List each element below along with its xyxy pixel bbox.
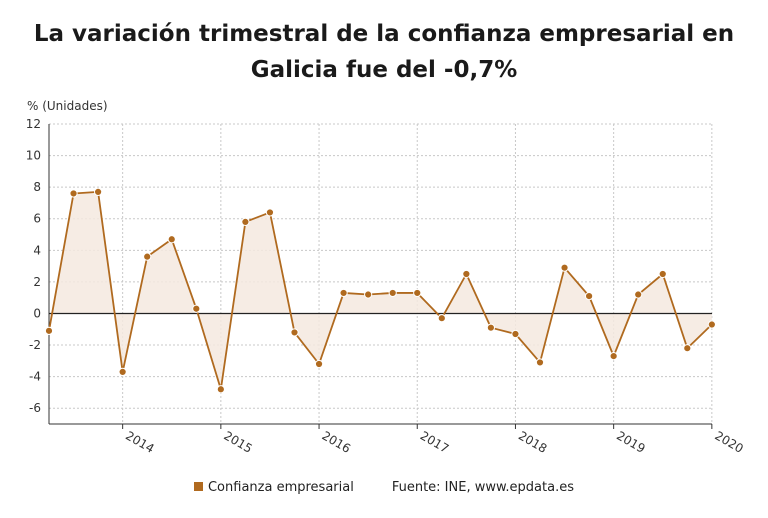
- data-point: [143, 252, 152, 261]
- y-tick-label: -6: [29, 401, 41, 415]
- data-point: [486, 323, 495, 332]
- footer: Confianza empresarial Fuente: INE, www.ep…: [0, 480, 768, 495]
- data-point: [437, 314, 446, 323]
- data-point: [634, 290, 643, 299]
- y-tick-label: 0: [33, 306, 41, 320]
- y-tick-label: 2: [33, 275, 41, 289]
- y-tick-label: 4: [33, 243, 41, 257]
- y-tick-labels: -6 -4 -2 0 2 4 6 8 10 12: [26, 117, 41, 415]
- x-tick-label: 2020: [712, 428, 745, 455]
- data-point: [192, 304, 201, 313]
- y-tick-label: 10: [26, 149, 41, 163]
- y-axis-unit-label: % (Unidades): [27, 99, 108, 113]
- data-point: [69, 189, 78, 198]
- series-line-layer: [48, 190, 713, 391]
- data-point: [535, 358, 545, 367]
- data-point: [216, 385, 225, 394]
- data-point: [290, 328, 299, 337]
- data-point: [609, 352, 618, 361]
- data-point: [364, 290, 373, 299]
- data-point: [413, 288, 422, 298]
- y-tick-label: -2: [29, 338, 41, 352]
- data-point: [462, 269, 471, 279]
- x-tick-label: 2016: [320, 428, 353, 455]
- legend-swatch: [193, 482, 203, 491]
- x-tick-label: 2017: [418, 428, 451, 455]
- chart-title-line-2: Galicia fue del -0,7%: [250, 57, 518, 83]
- x-tick-label: 2019: [614, 428, 647, 455]
- data-point: [241, 217, 250, 226]
- data-point: [118, 367, 127, 376]
- data-point: [683, 344, 692, 353]
- data-point: [265, 208, 275, 217]
- series-points-layer: [44, 187, 716, 394]
- chart-title: La variación trimestral de la confianza …: [0, 16, 768, 88]
- data-point: [560, 263, 569, 272]
- data-point: [388, 288, 397, 298]
- data-point: [314, 359, 324, 369]
- y-tick-label: 6: [33, 212, 41, 226]
- series-line: [48, 190, 713, 391]
- data-point: [339, 288, 348, 298]
- x-tick-labels: 2014 2015 2016 2017 2018 2019 2020: [123, 428, 746, 455]
- area-fill-layer: [49, 191, 712, 390]
- data-point: [167, 235, 176, 244]
- legend-label: Confianza empresarial: [207, 480, 354, 495]
- data-point: [44, 326, 54, 335]
- data-point: [511, 329, 520, 339]
- series-area-fill: [49, 191, 712, 390]
- y-tick-label: 12: [26, 117, 41, 131]
- axes: [48, 124, 713, 429]
- x-tick-label: 2018: [516, 428, 549, 455]
- data-point: [707, 320, 716, 329]
- y-tick-label: -4: [29, 370, 41, 384]
- x-tick-label: 2015: [221, 428, 254, 455]
- data-point: [585, 292, 594, 301]
- chart-title-line-1: La variación trimestral de la confianza …: [33, 21, 735, 47]
- source-text: Fuente: INE, www.epdata.es: [391, 480, 574, 495]
- data-point: [94, 187, 103, 196]
- x-tick-label: 2014: [123, 428, 156, 455]
- y-tick-label: 8: [33, 180, 41, 194]
- data-point: [658, 269, 667, 279]
